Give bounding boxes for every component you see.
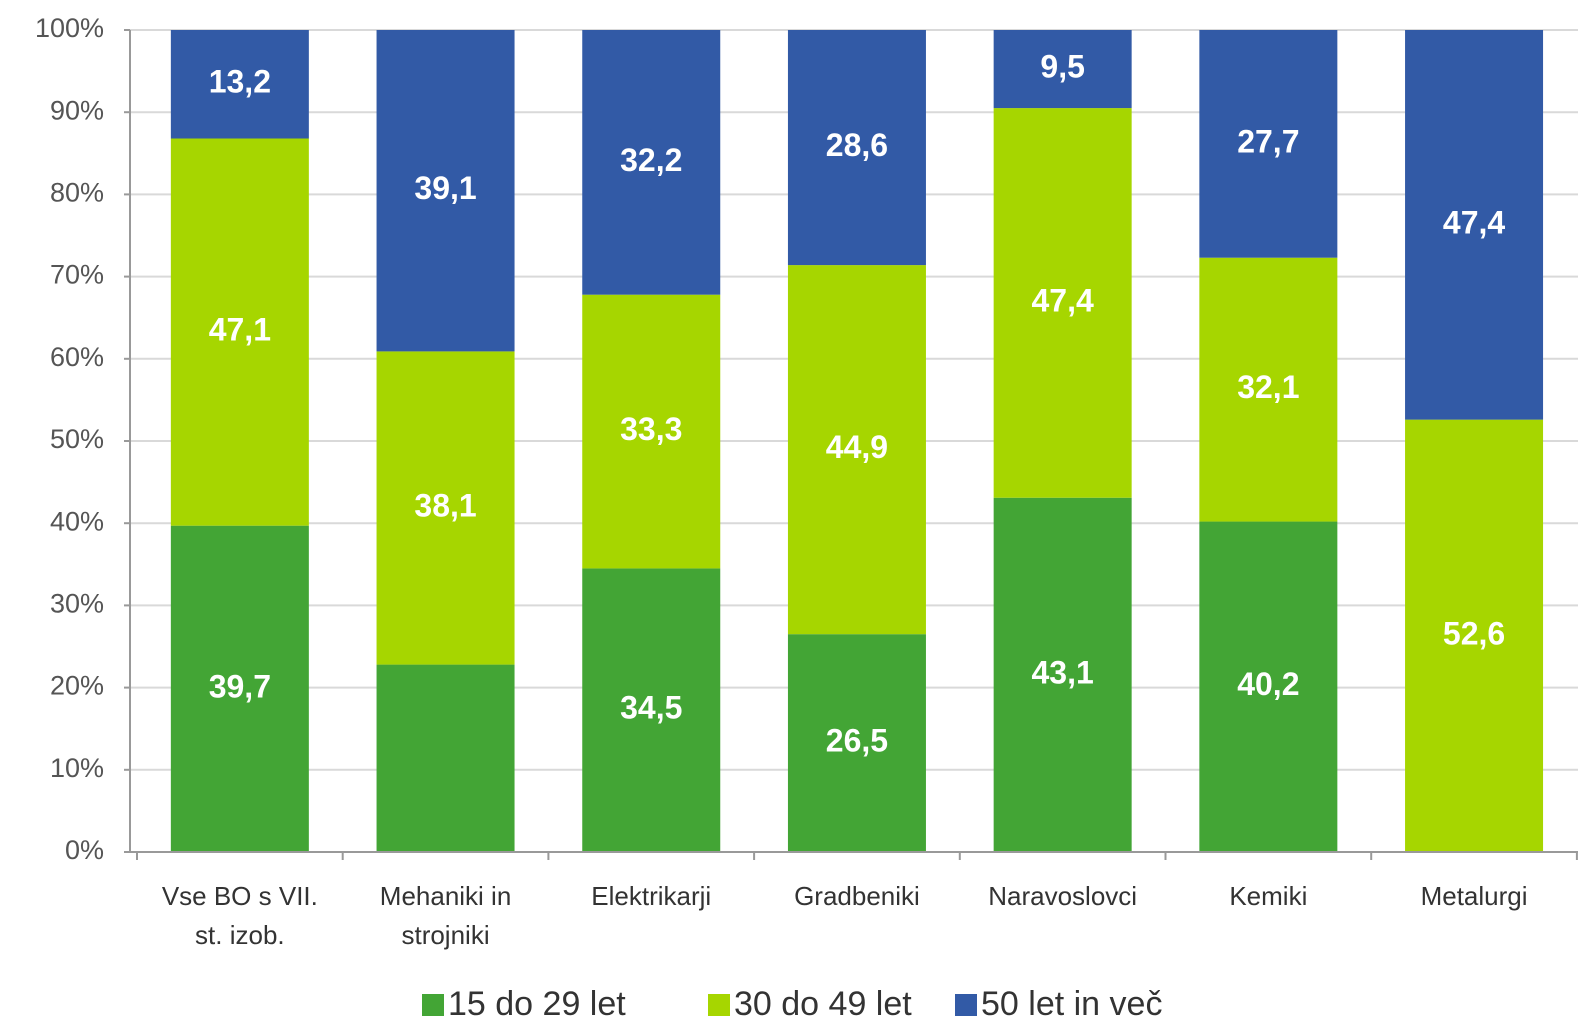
data-label: 43,1 <box>1032 654 1094 690</box>
bar-segment <box>993 30 1132 109</box>
bar-segment <box>1199 521 1338 852</box>
bar-segment <box>170 525 309 852</box>
data-label: 26,5 <box>826 723 888 759</box>
y-tick-label: 60% <box>50 342 104 372</box>
legend-swatch <box>422 994 444 1016</box>
x-tick-label: Metalurgi <box>1421 881 1528 911</box>
bar-segment <box>1199 30 1338 258</box>
bar-segment <box>170 30 309 139</box>
y-tick-label: 70% <box>50 260 104 290</box>
bar-segment <box>993 108 1132 498</box>
bar-segment <box>582 294 721 569</box>
bar-segment <box>582 30 721 295</box>
bar-segment <box>376 351 515 665</box>
legend-swatch <box>708 994 730 1016</box>
data-label: 47,1 <box>209 312 271 348</box>
bar-segment <box>376 664 515 852</box>
bar-segment <box>1405 30 1544 420</box>
x-tick-label: Mehaniki in strojniki <box>380 881 512 950</box>
data-label: 9,5 <box>1040 48 1084 84</box>
legend-swatch <box>955 994 977 1016</box>
legend-label: 30 do 49 let <box>734 985 912 1023</box>
bar-segment <box>787 30 926 266</box>
data-label: 39,7 <box>209 668 271 704</box>
bar-segment <box>1405 419 1544 852</box>
data-label: 28,6 <box>826 127 888 163</box>
data-label: 32,1 <box>1237 369 1299 405</box>
legend-label: 50 let in več <box>981 985 1162 1023</box>
data-label: 40,2 <box>1237 666 1299 702</box>
legend-label: 15 do 29 let <box>448 985 626 1023</box>
data-label: 44,9 <box>826 429 888 465</box>
y-tick-label: 40% <box>50 506 104 536</box>
data-label: 47,4 <box>1032 282 1094 318</box>
x-tick-label: Elektrikarji <box>591 881 711 911</box>
data-label: 13,2 <box>209 64 271 100</box>
y-tick-label: 10% <box>50 753 104 783</box>
data-label: 52,6 <box>1443 615 1505 651</box>
bar-segment <box>1199 257 1338 522</box>
data-label: 32,2 <box>620 142 682 178</box>
bar-segment <box>376 30 515 352</box>
x-tick-label: Gradbeniki <box>794 881 920 911</box>
x-tick-label: Kemiki <box>1229 881 1307 911</box>
y-tick-label: 30% <box>50 589 104 619</box>
bar-segment <box>170 138 309 526</box>
bar-segment <box>787 634 926 852</box>
data-label: 47,4 <box>1443 204 1505 240</box>
y-tick-label: 0% <box>65 835 104 865</box>
data-label: 27,7 <box>1237 123 1299 159</box>
y-tick-label: 50% <box>50 424 104 454</box>
y-tick-label: 80% <box>50 178 104 208</box>
bar-segment <box>787 265 926 635</box>
data-label: 38,1 <box>414 487 476 523</box>
x-tick-label: Vse BO s VII. st. izob. <box>162 881 318 950</box>
bar-segment <box>582 568 721 852</box>
y-tick-label: 100% <box>35 13 104 43</box>
data-label: 39,1 <box>414 170 476 206</box>
data-label: 34,5 <box>620 690 682 726</box>
bar-segment <box>993 497 1132 852</box>
data-label: 33,3 <box>620 411 682 447</box>
x-tick-label: Naravoslovci <box>988 881 1137 911</box>
y-tick-label: 90% <box>50 95 104 125</box>
y-tick-label: 20% <box>50 671 104 701</box>
